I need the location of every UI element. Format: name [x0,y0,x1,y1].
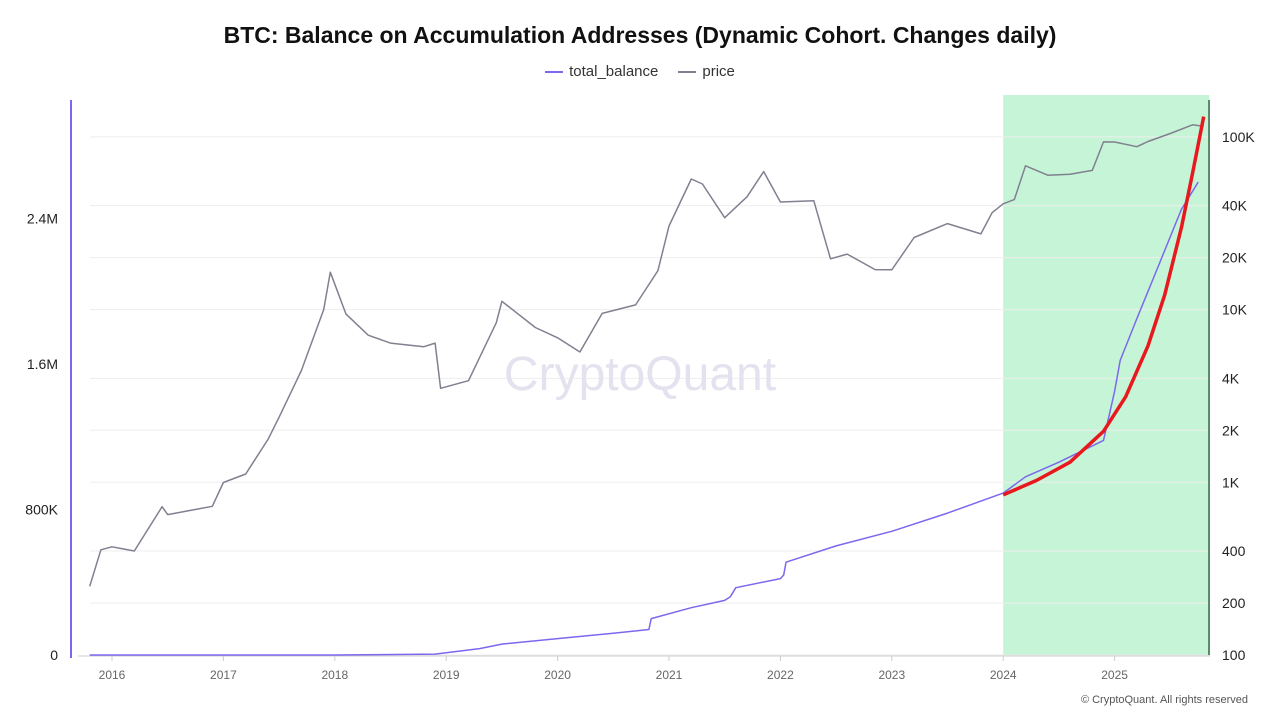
series-line-trend [1002,116,1206,497]
legend: total_balance price [0,63,1280,80]
left-tick-label: 0 [50,647,58,663]
chart-title: BTC: Balance on Accumulation Addresses (… [223,22,1057,48]
right-tick-label: 400 [1222,543,1246,559]
left-tick-label: 2.4M [27,211,58,227]
x-tick-label: 2018 [321,668,348,682]
x-tick-label: 2021 [656,668,683,682]
x-tick-label: 2025 [1101,668,1128,682]
legend-label: total_balance [569,63,659,80]
series-line-price [88,124,1204,587]
right-tick-label: 200 [1222,595,1246,611]
right-tick-label: 100 [1222,647,1246,663]
x-tick-label: 2019 [433,668,460,682]
right-tick-label: 1K [1222,474,1240,490]
right-tick-label: 4K [1222,370,1240,386]
legend-item-price[interactable]: price [678,63,735,80]
legend-swatch [678,70,697,73]
x-tick-label: 2023 [878,668,905,682]
x-tick-label: 2016 [99,668,126,682]
highlight-region [1003,95,1210,655]
x-tick-label: 2017 [210,668,237,682]
x-tick-label: 2022 [767,668,794,682]
legend-swatch [545,70,564,73]
series-line-total_balance [89,181,1199,656]
x-tick-label: 2020 [544,668,571,682]
left-tick-label: 800K [25,502,58,518]
right-tick-label: 100K [1222,129,1255,145]
right-tick-label: 10K [1222,302,1248,318]
right-tick-label: 2K [1222,422,1240,438]
credit: © CryptoQuant. All rights reserved [1080,694,1248,706]
x-tick-label: 2024 [990,668,1017,682]
right-tick-label: 20K [1222,250,1248,266]
legend-label: price [702,63,735,80]
watermark: CryptoQuant [504,348,776,401]
right-tick-label: 40K [1222,198,1248,214]
left-tick-label: 1.6M [27,356,58,372]
legend-item-total-balance[interactable]: total_balance [545,63,658,80]
